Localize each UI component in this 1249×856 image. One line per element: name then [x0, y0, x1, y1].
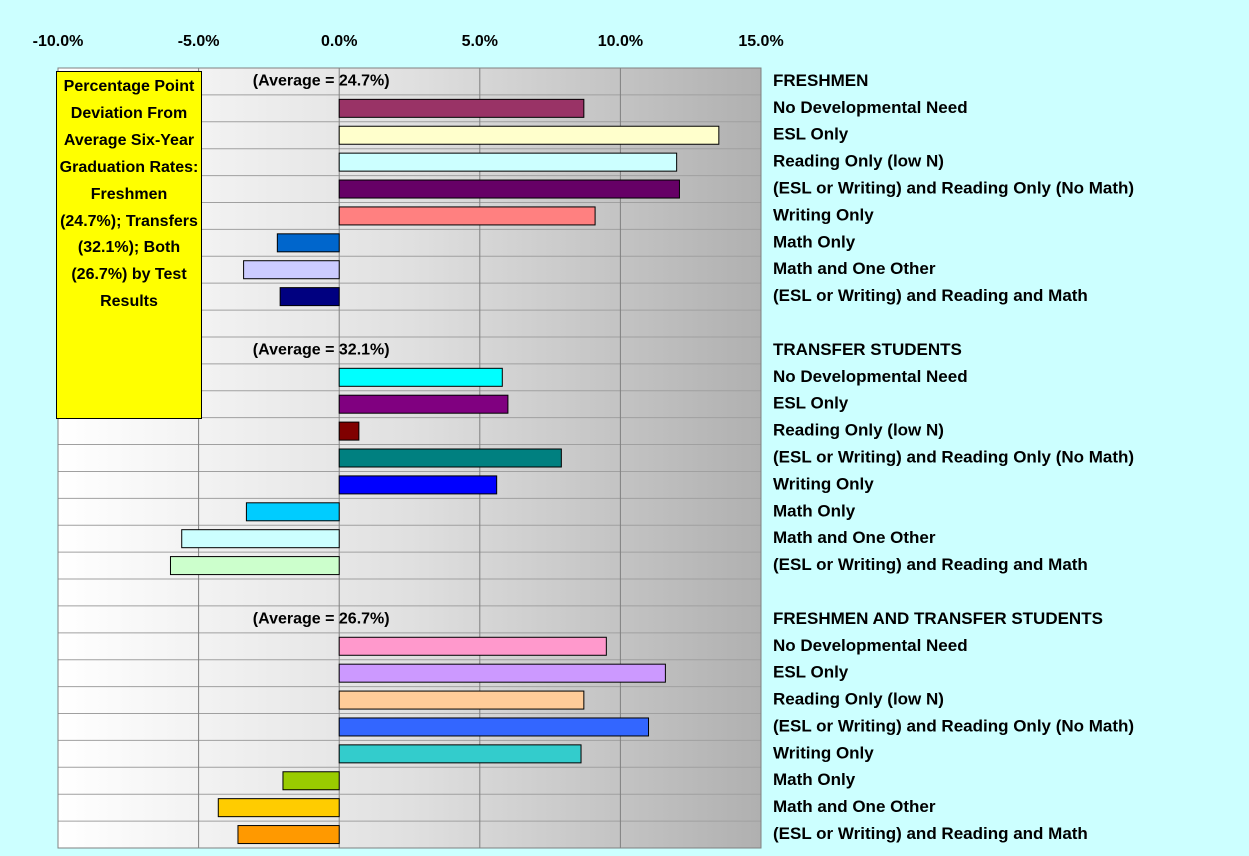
bar — [169, 556, 340, 576]
category-label: Math Only — [773, 232, 856, 251]
category-label: Reading Only (low N) — [773, 152, 944, 171]
category-label: (ESL or Writing) and Reading Only (No Ma… — [773, 447, 1134, 466]
bar — [282, 771, 340, 791]
category-label: Math Only — [773, 501, 856, 520]
bar — [338, 206, 596, 226]
category-label: Math and One Other — [773, 259, 936, 278]
category-label: No Developmental Need — [773, 367, 968, 386]
bar — [276, 233, 340, 253]
category-label: Math and One Other — [773, 797, 936, 816]
category-label: (ESL or Writing) and Reading Only (No Ma… — [773, 179, 1134, 198]
category-label: ESL Only — [773, 663, 849, 682]
category-label: ESL Only — [773, 394, 849, 413]
annotation: Percentage Point Deviation From Average … — [56, 71, 202, 419]
category-label: Math Only — [773, 770, 856, 789]
bar — [338, 663, 666, 683]
bar — [338, 475, 498, 495]
bar — [338, 448, 562, 468]
x-tick-label: 10.0% — [598, 33, 643, 50]
x-tick-label: 5.0% — [462, 33, 498, 50]
bar — [338, 98, 585, 118]
x-tick-label: 0.0% — [321, 33, 357, 50]
category-label: Writing Only — [773, 205, 874, 224]
bar — [245, 502, 340, 522]
category-label: No Developmental Need — [773, 98, 968, 117]
group-title: FRESHMEN — [773, 71, 868, 90]
bar — [338, 367, 503, 387]
bar — [338, 179, 680, 199]
bar — [338, 152, 678, 172]
category-label: Writing Only — [773, 474, 874, 493]
annotation-box: Percentage Point Deviation From Average … — [56, 71, 202, 419]
x-tick-label: -5.0% — [178, 33, 220, 50]
category-label: Writing Only — [773, 743, 874, 762]
bar — [338, 125, 720, 145]
bar — [279, 287, 340, 307]
bar — [338, 421, 360, 441]
bar — [338, 394, 509, 414]
group-title: FRESHMEN AND TRANSFER STUDENTS — [773, 609, 1103, 628]
bar — [338, 744, 582, 764]
group-title: TRANSFER STUDENTS — [773, 340, 962, 359]
bar — [217, 798, 340, 818]
bar — [243, 260, 340, 280]
category-label: Reading Only (low N) — [773, 421, 944, 440]
bar — [338, 717, 650, 737]
bar — [338, 690, 585, 710]
x-tick-label: 15.0% — [738, 33, 783, 50]
category-label: (ESL or Writing) and Reading and Math — [773, 286, 1088, 305]
category-label: ESL Only — [773, 125, 849, 144]
category-label: (ESL or Writing) and Reading Only (No Ma… — [773, 716, 1134, 735]
category-label: Math and One Other — [773, 528, 936, 547]
category-label: Reading Only (low N) — [773, 690, 944, 709]
average-note: (Average = 26.7%) — [253, 611, 390, 628]
bar — [237, 825, 340, 845]
bar — [181, 529, 340, 549]
x-tick-label: -10.0% — [33, 33, 84, 50]
category-label: No Developmental Need — [773, 636, 968, 655]
bar — [338, 636, 607, 656]
average-note: (Average = 32.1%) — [253, 342, 390, 359]
category-label: (ESL or Writing) and Reading and Math — [773, 824, 1088, 843]
category-label: (ESL or Writing) and Reading and Math — [773, 555, 1088, 574]
average-note: (Average = 24.7%) — [253, 73, 390, 90]
